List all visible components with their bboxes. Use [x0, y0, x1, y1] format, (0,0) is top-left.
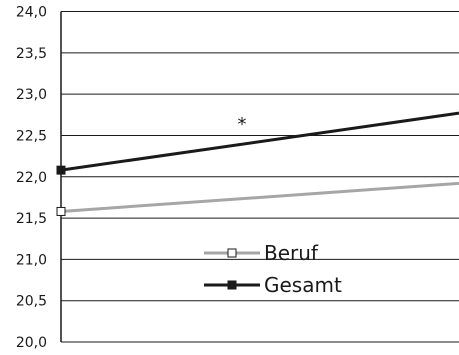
significance-marker: *: [238, 114, 247, 135]
series-lines: [56, 111, 459, 216]
y-tick-label: 22,5: [16, 128, 47, 144]
grid-lines: [61, 11, 459, 343]
y-tick-label: 20,5: [16, 294, 47, 310]
y-tick-label: 21,5: [16, 211, 47, 227]
legend-label: Beruf: [264, 241, 319, 265]
annotations: *: [238, 114, 247, 135]
y-tick-label: 24,0: [16, 5, 47, 21]
legend-swatch-marker: [227, 248, 237, 258]
y-tick-label: 21,0: [16, 252, 47, 268]
y-tick-labels: 24,0 23,5 23,0 22,5 22,0 21,5 21,0 20,5 20,0: [16, 5, 47, 352]
legend-label: Gesamt: [264, 273, 342, 297]
legend: Beruf Gesamt: [204, 241, 342, 297]
y-tick-label: 23,0: [16, 87, 47, 103]
y-tick-label: 23,5: [16, 46, 47, 62]
data-point-beruf: [56, 206, 66, 216]
legend-swatch-marker: [227, 280, 237, 290]
series-line-beruf: [60, 181, 459, 213]
y-tick-label: 20,0: [16, 335, 47, 351]
series-line-gesamt: [60, 111, 459, 172]
y-tick-label: 22,0: [16, 170, 47, 186]
data-point-gesamt: [56, 165, 66, 175]
